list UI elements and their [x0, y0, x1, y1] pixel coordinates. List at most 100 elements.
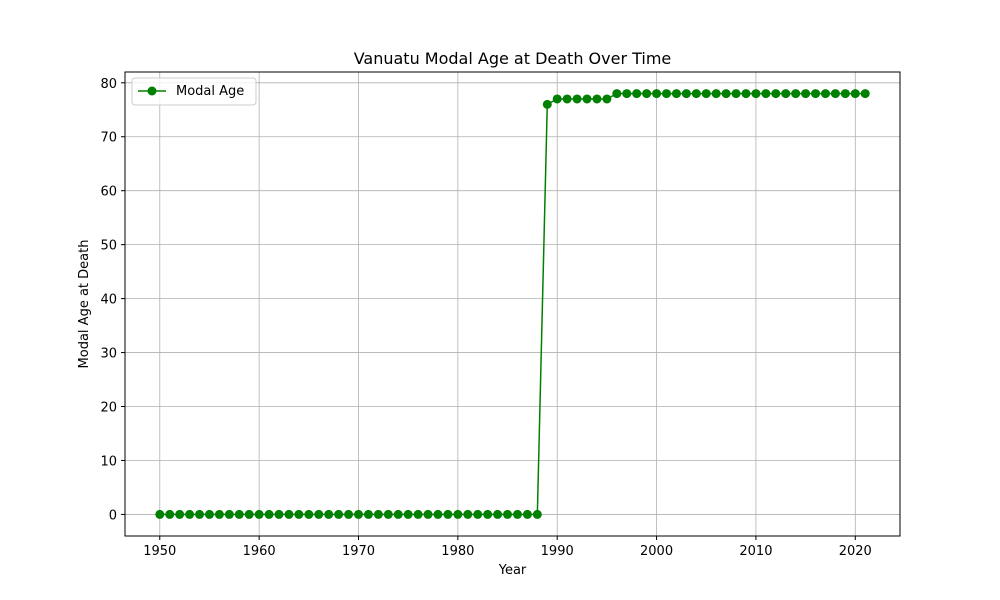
legend-box: [131, 77, 257, 106]
data-point: [214, 509, 224, 519]
data-point: [552, 94, 562, 104]
y-tick-label: 70: [100, 131, 117, 146]
data-point: [224, 509, 234, 519]
data-point: [294, 509, 304, 519]
data-point: [363, 509, 373, 519]
data-point: [264, 509, 274, 519]
x-tick-label: 2020: [839, 544, 872, 559]
plot-frame: [124, 71, 901, 537]
data-point: [791, 89, 801, 99]
data-point: [721, 89, 731, 99]
data-point: [860, 89, 870, 99]
data-point: [642, 89, 652, 99]
data-point: [234, 509, 244, 519]
series-layer: [155, 89, 870, 519]
data-point: [244, 509, 254, 519]
data-point: [284, 509, 294, 519]
data-point: [204, 509, 214, 519]
data-point: [761, 89, 771, 99]
data-point: [781, 89, 791, 99]
y-axis-label: Modal Age at Death: [77, 240, 92, 369]
data-point: [503, 509, 513, 519]
data-point: [711, 89, 721, 99]
x-tick-label: 2010: [739, 544, 772, 559]
data-point: [373, 509, 383, 519]
legend: Modal Age: [131, 77, 257, 106]
data-point: [493, 509, 503, 519]
legend-label: Modal Age: [176, 84, 244, 99]
data-point: [403, 509, 413, 519]
data-point: [840, 89, 850, 99]
data-point: [671, 89, 681, 99]
data-point: [751, 89, 761, 99]
data-point: [155, 509, 165, 519]
data-point: [314, 509, 324, 519]
data-point: [582, 94, 592, 104]
data-point: [632, 89, 642, 99]
data-point: [681, 89, 691, 99]
x-tick-label: 1960: [243, 544, 276, 559]
data-point: [542, 99, 552, 109]
data-point: [165, 509, 175, 519]
data-point: [592, 94, 602, 104]
data-point: [652, 89, 662, 99]
data-point: [413, 509, 423, 519]
x-tick-label: 2000: [640, 544, 673, 559]
x-tick-label: 1970: [342, 544, 375, 559]
data-point: [195, 509, 205, 519]
data-point: [175, 509, 185, 519]
data-point: [274, 509, 284, 519]
y-tick-label: 50: [100, 239, 117, 254]
data-point: [622, 89, 632, 99]
data-point: [532, 509, 542, 519]
data-point: [423, 509, 433, 519]
data-point: [602, 94, 612, 104]
data-point: [662, 89, 672, 99]
data-point: [383, 509, 393, 519]
data-point: [522, 509, 532, 519]
x-axis-label: Year: [498, 563, 527, 578]
chart-title: Vanuatu Modal Age at Death Over Time: [354, 49, 672, 68]
data-point: [731, 89, 741, 99]
data-point: [562, 94, 572, 104]
y-tick-label: 0: [109, 508, 117, 523]
data-point: [185, 509, 195, 519]
data-point: [344, 509, 354, 519]
data-point: [691, 89, 701, 99]
data-point: [463, 509, 473, 519]
x-axis: 1950 1960 1970 1980 1990 2000 2010 2020: [143, 536, 872, 559]
y-axis: 0 10 20 30 40 50 60 70 80: [100, 77, 125, 523]
data-point: [393, 509, 403, 519]
data-point: [433, 509, 443, 519]
data-point: [483, 509, 493, 519]
y-tick-label: 20: [100, 401, 117, 416]
data-point: [443, 509, 453, 519]
data-point: [353, 509, 363, 519]
data-point: [334, 509, 344, 519]
y-tick-label: 10: [100, 454, 117, 469]
data-point: [741, 89, 751, 99]
data-point: [811, 89, 821, 99]
data-point: [701, 89, 711, 99]
y-tick-label: 40: [100, 293, 117, 308]
data-point: [453, 509, 463, 519]
data-point: [830, 89, 840, 99]
x-tick-label: 1950: [143, 544, 176, 559]
data-point: [612, 89, 622, 99]
data-point: [771, 89, 781, 99]
data-point: [820, 89, 830, 99]
data-point: [512, 509, 522, 519]
data-point: [801, 89, 811, 99]
x-tick-label: 1990: [541, 544, 574, 559]
y-tick-label: 60: [100, 185, 117, 200]
legend-marker: [147, 86, 157, 96]
data-point: [254, 509, 264, 519]
data-point: [572, 94, 582, 104]
y-tick-label: 30: [100, 347, 117, 362]
data-point: [304, 509, 314, 519]
data-point: [324, 509, 334, 519]
y-tick-label: 80: [100, 77, 117, 92]
x-tick-label: 1980: [441, 544, 474, 559]
data-point: [850, 89, 860, 99]
